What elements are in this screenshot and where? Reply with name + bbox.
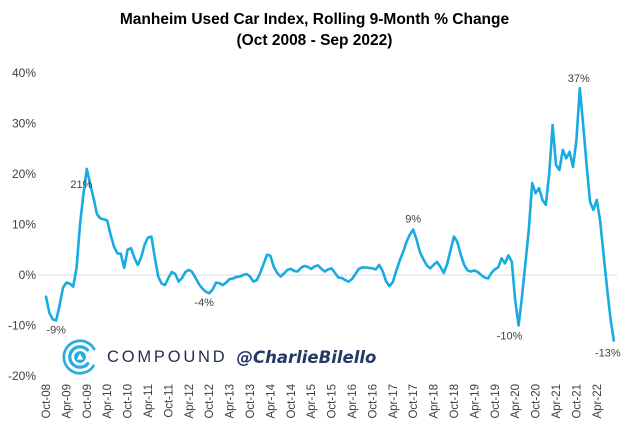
data-label: 37% <box>568 73 590 85</box>
y-axis-label: 20% <box>12 167 36 181</box>
series-line <box>44 86 616 342</box>
x-axis-label: Oct-16 <box>367 384 379 419</box>
x-axis-label: Apr-12 <box>184 384 196 419</box>
x-axis-label: Apr-14 <box>265 383 277 418</box>
watermark: COMPOUND @CharlieBilello <box>60 336 376 378</box>
y-axis-label: 40% <box>12 66 36 80</box>
chart-title-line1: Manheim Used Car Index, Rolling 9-Month … <box>119 11 510 28</box>
x-axis-label: Apr-22 <box>592 384 604 419</box>
x-axis-label: Oct-13 <box>245 384 257 419</box>
logo-triangle <box>76 353 84 360</box>
data-label: 9% <box>405 214 421 226</box>
x-axis-label: Oct-09 <box>82 384 94 419</box>
x-axis-label: Oct-20 <box>531 384 543 419</box>
x-axis-label: Oct-15 <box>327 384 339 419</box>
x-axis-label: Apr-19 <box>469 384 481 419</box>
data-label: -13% <box>595 348 621 360</box>
x-axis-label: Oct-19 <box>490 384 502 419</box>
x-axis-label: Oct-08 <box>41 384 53 419</box>
x-axis-label: Apr-15 <box>306 384 318 419</box>
y-axis-label: -10% <box>8 319 36 333</box>
y-axis-label: 30% <box>12 117 36 131</box>
data-label: 21% <box>70 179 92 191</box>
x-axis-label: Apr-17 <box>388 384 400 419</box>
x-axis-label: Oct-14 <box>286 383 298 418</box>
x-axis-label: Oct-10 <box>123 384 135 419</box>
x-axis-label: Oct-18 <box>449 384 461 419</box>
y-axis-label: 0% <box>19 268 37 282</box>
x-axis-label: Apr-09 <box>61 384 73 419</box>
data-label: -10% <box>497 331 523 343</box>
x-axis-label: Oct-21 <box>571 384 583 419</box>
x-axis-label: Apr-20 <box>510 384 522 419</box>
data-label: -9% <box>46 324 66 336</box>
brand-name: COMPOUND <box>107 347 228 366</box>
x-axis-label: Oct-17 <box>408 384 420 419</box>
data-label: -4% <box>194 297 214 309</box>
compound-logo-icon <box>62 339 98 375</box>
x-axis-label: Oct-12 <box>204 384 216 419</box>
chart-title: Manheim Used Car Index, Rolling 9-Month … <box>0 9 629 51</box>
x-axis-label: Apr-11 <box>143 384 155 418</box>
y-axis-label: -20% <box>8 369 36 383</box>
chart-title-line2: (Oct 2008 - Sep 2022) <box>236 32 393 49</box>
x-axis-label: Apr-16 <box>347 384 359 419</box>
x-axis-label: Apr-18 <box>429 384 441 419</box>
author-handle: @CharlieBilello <box>236 347 377 367</box>
x-axis-label: Apr-13 <box>225 384 237 419</box>
x-axis-label: Apr-10 <box>102 384 114 419</box>
x-axis-label: Oct-11 <box>163 384 175 418</box>
y-axis-label: 10% <box>12 218 36 232</box>
x-axis-label: Apr-21 <box>551 384 563 419</box>
